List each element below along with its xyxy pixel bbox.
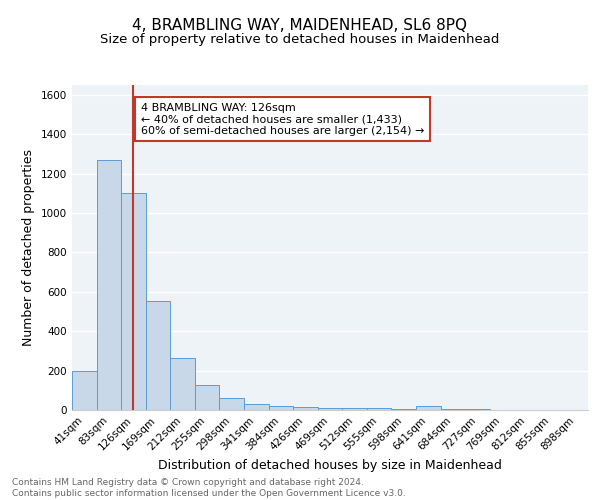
Text: Distribution of detached houses by size in Maidenhead: Distribution of detached houses by size …: [158, 460, 502, 472]
Y-axis label: Number of detached properties: Number of detached properties: [22, 149, 35, 346]
Bar: [97, 160, 121, 410]
Bar: [440, 409, 465, 410]
Bar: [342, 408, 367, 410]
Bar: [72, 370, 97, 410]
Bar: [269, 406, 293, 410]
Bar: [146, 300, 170, 410]
Bar: [121, 194, 146, 410]
Bar: [170, 358, 195, 410]
Bar: [244, 404, 269, 410]
Bar: [416, 406, 440, 410]
Text: Contains HM Land Registry data © Crown copyright and database right 2024.
Contai: Contains HM Land Registry data © Crown c…: [12, 478, 406, 498]
Text: 4, BRAMBLING WAY, MAIDENHEAD, SL6 8PQ: 4, BRAMBLING WAY, MAIDENHEAD, SL6 8PQ: [133, 18, 467, 32]
Bar: [391, 409, 416, 410]
Bar: [318, 408, 342, 410]
Bar: [195, 386, 220, 410]
Text: 4 BRAMBLING WAY: 126sqm
← 40% of detached houses are smaller (1,433)
60% of semi: 4 BRAMBLING WAY: 126sqm ← 40% of detache…: [141, 102, 424, 136]
Bar: [220, 398, 244, 410]
Text: Size of property relative to detached houses in Maidenhead: Size of property relative to detached ho…: [100, 32, 500, 46]
Bar: [367, 408, 391, 410]
Bar: [293, 407, 318, 410]
